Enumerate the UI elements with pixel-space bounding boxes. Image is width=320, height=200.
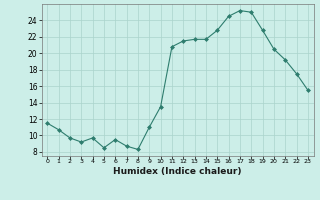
X-axis label: Humidex (Indice chaleur): Humidex (Indice chaleur) (113, 167, 242, 176)
